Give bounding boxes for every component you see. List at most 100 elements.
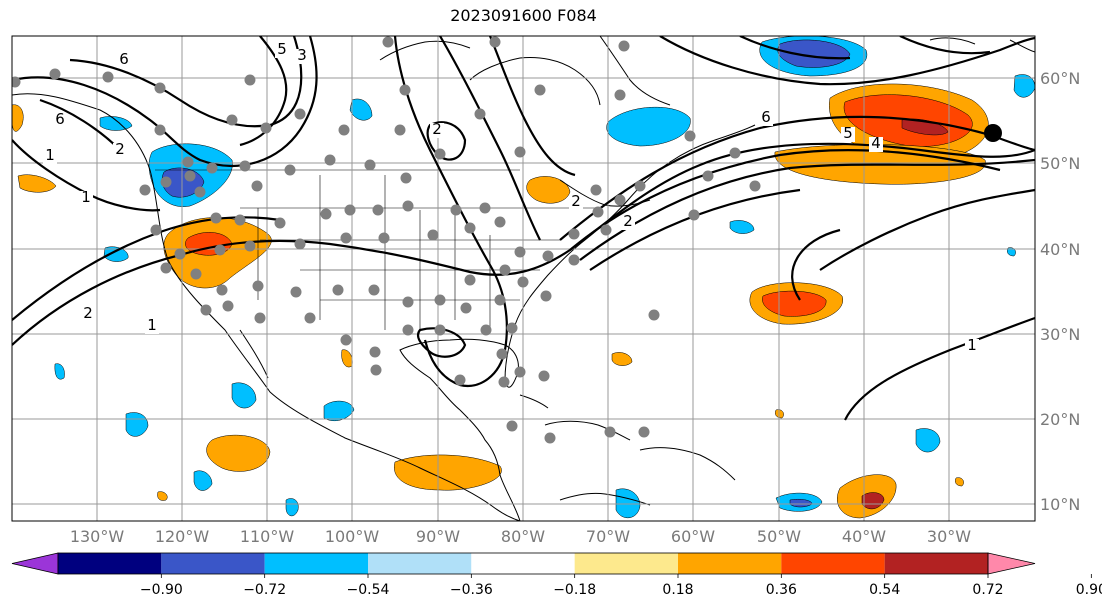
station-marker xyxy=(184,170,196,182)
station-marker xyxy=(427,229,439,241)
chart-title: 2023091600 F084 xyxy=(450,6,597,25)
station-marker xyxy=(464,222,476,234)
positive-anomaly-region xyxy=(157,491,168,501)
longitude-tick-label: 40°W xyxy=(842,527,886,546)
station-marker xyxy=(434,148,446,160)
station-marker xyxy=(402,200,414,212)
station-marker xyxy=(604,426,616,438)
station-marker xyxy=(514,366,526,378)
latitude-tick-label: 40°N xyxy=(1040,240,1080,259)
station-marker xyxy=(378,232,390,244)
highlight-marker xyxy=(984,124,1002,142)
contour-label: 6 xyxy=(761,108,771,126)
colorbar-tick-label: −0.72 xyxy=(243,582,286,598)
colorbar-tick-label: 0.72 xyxy=(972,582,1003,598)
station-marker xyxy=(480,324,492,336)
contour-label: 1 xyxy=(45,146,55,164)
station-marker xyxy=(498,376,510,388)
station-marker xyxy=(454,374,466,386)
station-layer xyxy=(12,36,1002,444)
station-marker xyxy=(324,154,336,166)
station-marker xyxy=(568,254,580,266)
station-marker xyxy=(494,216,506,228)
colorbar: −0.90 −0.72 −0.54 −0.36 −0.18 0.18 0.36 0.54 0.7… xyxy=(11,552,1102,598)
station-marker xyxy=(222,300,234,312)
longitude-tick-label: 70°W xyxy=(586,527,630,546)
station-marker xyxy=(600,224,612,236)
station-marker xyxy=(244,74,256,86)
station-marker xyxy=(369,346,381,358)
colorbar-segment xyxy=(368,553,472,574)
longitude-tick-label: 90°W xyxy=(416,527,460,546)
plot-frame xyxy=(11,35,1036,522)
contour-label-background xyxy=(569,195,583,210)
station-marker xyxy=(568,228,580,240)
contour-line xyxy=(488,36,576,177)
negative-anomaly-region xyxy=(729,220,755,234)
contour-line xyxy=(844,316,1035,421)
positive-anomaly-region xyxy=(206,434,271,472)
colorbar-segment xyxy=(781,553,885,574)
station-marker xyxy=(251,180,263,192)
station-marker xyxy=(542,250,554,262)
contour-label-background xyxy=(79,191,93,206)
station-marker xyxy=(344,204,356,216)
station-marker xyxy=(729,147,741,159)
contour-line xyxy=(239,36,288,147)
station-marker xyxy=(634,180,646,192)
negative-anomaly-region xyxy=(54,363,65,380)
colorbar-segment xyxy=(58,553,162,574)
station-marker xyxy=(49,68,61,80)
station-marker xyxy=(382,36,394,48)
colorbar-tick-label: −0.54 xyxy=(347,582,390,598)
station-marker xyxy=(402,296,414,308)
negative-anomaly-region xyxy=(323,400,355,421)
negative-anomaly-region xyxy=(231,382,257,409)
coastline-segment xyxy=(544,420,631,441)
positive-anomaly-region xyxy=(393,454,502,491)
negative-anomaly-region xyxy=(915,428,941,453)
longitude-tick-label: 80°W xyxy=(501,527,545,546)
contour-label-background xyxy=(81,307,95,322)
contour-label-background xyxy=(43,149,57,164)
station-marker xyxy=(338,124,350,136)
negative-anomaly-region xyxy=(125,412,149,437)
latitude-tick-label: 20°N xyxy=(1040,410,1080,429)
positive-anomaly-region xyxy=(526,176,571,204)
station-marker xyxy=(206,162,218,174)
coastline-segment xyxy=(12,93,521,521)
contour-label: 2 xyxy=(115,140,125,158)
station-marker xyxy=(150,224,162,236)
station-marker xyxy=(534,84,546,96)
contour-label-background xyxy=(53,113,67,128)
contour-label: 1 xyxy=(81,188,91,206)
station-marker xyxy=(540,290,552,302)
station-marker xyxy=(618,40,630,52)
longitude-tick-label: 110°W xyxy=(240,527,295,546)
station-marker xyxy=(402,324,414,336)
station-marker xyxy=(592,206,604,218)
coastline-segment xyxy=(469,57,601,106)
contour-label: 5 xyxy=(277,40,287,58)
contour-label: 2 xyxy=(571,192,581,210)
contour-line xyxy=(12,36,318,167)
contour-line xyxy=(416,327,467,358)
station-marker xyxy=(244,240,256,252)
contour-label: 4 xyxy=(871,134,881,152)
station-marker xyxy=(260,122,272,134)
negative-anomaly-region xyxy=(285,498,299,517)
colorbar-segment xyxy=(471,553,575,574)
station-marker xyxy=(102,71,114,83)
station-marker xyxy=(638,426,650,438)
contour-line xyxy=(569,149,1001,251)
station-marker xyxy=(364,159,376,171)
gridline-layer xyxy=(12,36,1035,521)
contour-label: 5 xyxy=(843,124,853,142)
contour-label-background xyxy=(869,137,883,152)
station-marker xyxy=(702,170,714,182)
station-marker xyxy=(216,284,228,296)
contour-label: 2 xyxy=(432,120,442,138)
contour-label: 6 xyxy=(119,50,129,68)
